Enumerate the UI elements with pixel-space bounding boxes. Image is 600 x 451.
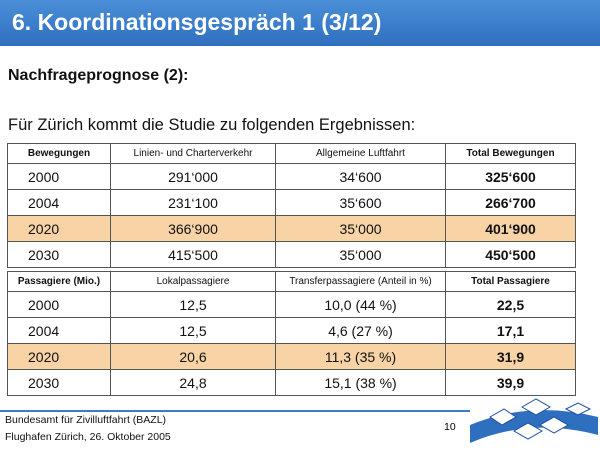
data-row: 2030 24,8 15,1 (38 %) 39,9 <box>7 369 576 396</box>
cell: 20,6 <box>110 343 276 370</box>
data-row: 2000 12,5 10,0 (44 %) 22,5 <box>7 291 576 318</box>
intro: Für Zürich kommt die Studie zu folgenden… <box>8 116 416 134</box>
cell: 2020 <box>7 343 111 370</box>
cell: 2020 <box>7 215 111 242</box>
footer-line <box>0 410 470 412</box>
cell: 401‘900 <box>445 215 576 242</box>
cell: 12,5 <box>110 317 276 344</box>
cell: 34‘600 <box>275 163 446 190</box>
cell: 15,1 (38 %) <box>275 369 446 396</box>
data-row: 2000 291‘000 34‘600 325‘600 <box>7 163 576 190</box>
cell: 35‘000 <box>275 215 446 242</box>
passengers-table: Passagiere (Mio.) Lokalpassagiere Transfer… <box>7 271 576 396</box>
cell: 17,1 <box>445 317 576 344</box>
cell: 24,8 <box>110 369 276 396</box>
cell: 10,0 (44 %) <box>275 291 446 318</box>
data-row: 2020 20,6 11,3 (35 %) 31,9 <box>7 343 576 370</box>
cell: 2000 <box>7 291 111 318</box>
header-cell: Total Passagiere <box>445 271 576 292</box>
header-cell: Linien- und Charterverkehr <box>110 143 276 164</box>
page-number: 10 <box>444 421 456 433</box>
footer-date: Flughafen Zürich, 26. Oktober 2005 <box>5 431 171 443</box>
cell: 39,9 <box>445 369 576 396</box>
logo <box>470 398 598 443</box>
header-cell: Allgemeine Luftfahrt <box>275 143 446 164</box>
cell: 2030 <box>7 241 111 268</box>
subtitle: Nachfrageprognose (2): <box>8 67 189 84</box>
data-row: 2004 12,5 4,6 (27 %) 17,1 <box>7 317 576 344</box>
data-row: 2030 415‘500 35‘000 450‘500 <box>7 241 576 268</box>
cell: 2004 <box>7 317 111 344</box>
cell: 291‘000 <box>110 163 276 190</box>
header-cell: Total Bewegungen <box>445 143 576 164</box>
title: 6. Koordinationsgespräch 1 (3/12) <box>12 9 382 35</box>
header-cell: Lokalpassagiere <box>110 271 276 292</box>
cell: 266‘700 <box>445 189 576 216</box>
movements-table: Bewegungen Linien- und Charterverkehr Allg… <box>7 143 576 268</box>
data-row: 2004 231‘100 35‘600 266‘700 <box>7 189 576 216</box>
cell: 366‘900 <box>110 215 276 242</box>
footer-org: Bundesamt für Zivilluftfahrt (BAZL) <box>5 414 167 426</box>
cell: 22,5 <box>445 291 576 318</box>
cell: 4,6 (27 %) <box>275 317 446 344</box>
cell: 31,9 <box>445 343 576 370</box>
cell: 415‘500 <box>110 241 276 268</box>
cell: 2004 <box>7 189 111 216</box>
cell: 450‘500 <box>445 241 576 268</box>
cell: 2030 <box>7 369 111 396</box>
cell: 231‘100 <box>110 189 276 216</box>
header-cell: Bewegungen <box>7 143 111 164</box>
cell: 35‘000 <box>275 241 446 268</box>
cell: 12,5 <box>110 291 276 318</box>
header-cell: Transferpassagiere (Anteil in %) <box>275 271 446 292</box>
cell: 11,3 (35 %) <box>275 343 446 370</box>
data-row: 2020 366‘900 35‘000 401‘900 <box>7 215 576 242</box>
header-cell: Passagiere (Mio.) <box>7 271 111 292</box>
title-bar: 6. Koordinationsgespräch 1 (3/12) <box>0 0 600 46</box>
cell: 2000 <box>7 163 111 190</box>
cell: 325‘600 <box>445 163 576 190</box>
header-row: Passagiere (Mio.) Lokalpassagiere Transfer… <box>7 271 576 292</box>
cell: 35‘600 <box>275 189 446 216</box>
header-row: Bewegungen Linien- und Charterverkehr Allg… <box>7 143 576 164</box>
